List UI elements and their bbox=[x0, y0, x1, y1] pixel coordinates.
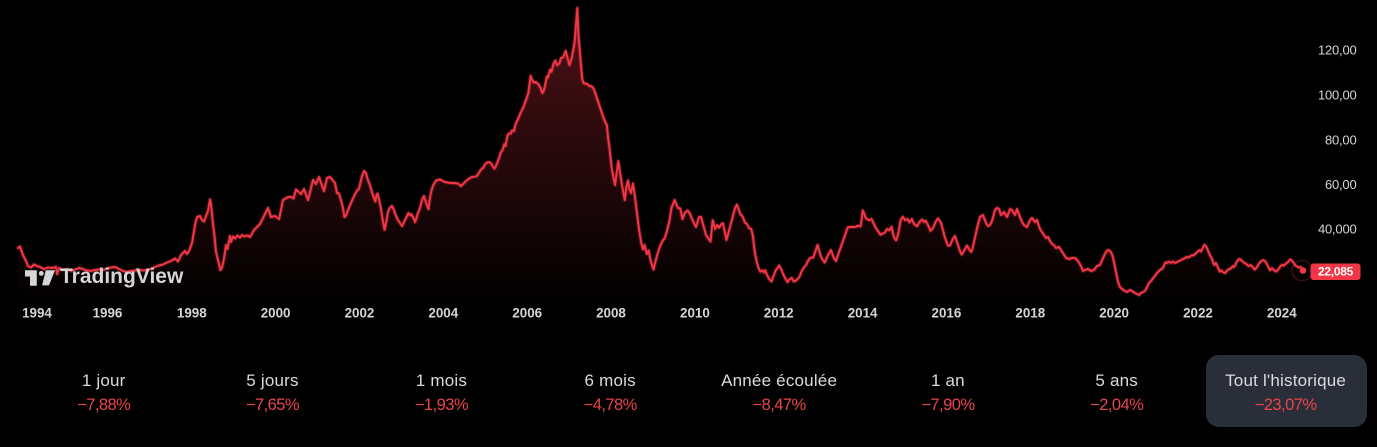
svg-text:1998: 1998 bbox=[177, 306, 207, 321]
svg-text:2024: 2024 bbox=[1267, 306, 1297, 321]
svg-text:120,00: 120,00 bbox=[1318, 43, 1357, 58]
svg-text:40,000: 40,000 bbox=[1318, 222, 1357, 237]
svg-text:2022: 2022 bbox=[1183, 306, 1213, 321]
svg-text:60,00: 60,00 bbox=[1325, 177, 1357, 192]
svg-text:80,00: 80,00 bbox=[1325, 133, 1357, 148]
svg-text:2016: 2016 bbox=[932, 306, 962, 321]
svg-text:2010: 2010 bbox=[680, 306, 710, 321]
svg-text:100,00: 100,00 bbox=[1318, 88, 1357, 103]
svg-text:1996: 1996 bbox=[93, 306, 123, 321]
svg-text:2000: 2000 bbox=[261, 306, 291, 321]
svg-text:1994: 1994 bbox=[22, 306, 52, 321]
svg-text:2012: 2012 bbox=[764, 306, 794, 321]
svg-text:2018: 2018 bbox=[1015, 306, 1045, 321]
svg-text:2004: 2004 bbox=[428, 306, 458, 321]
svg-text:22,085: 22,085 bbox=[1318, 265, 1354, 279]
svg-text:2002: 2002 bbox=[345, 306, 375, 321]
svg-text:2008: 2008 bbox=[596, 306, 626, 321]
svg-text:2014: 2014 bbox=[848, 306, 878, 321]
svg-text:2020: 2020 bbox=[1099, 306, 1129, 321]
svg-text:2006: 2006 bbox=[512, 306, 542, 321]
